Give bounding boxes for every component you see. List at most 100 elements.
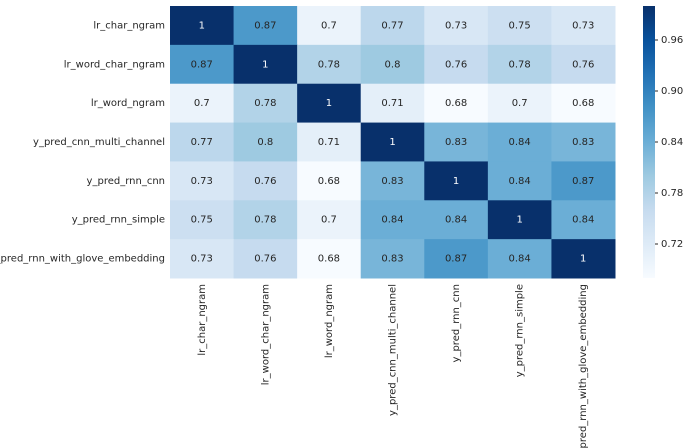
heatmap-cell — [551, 122, 616, 162]
cell-label: 0.84 — [509, 254, 531, 265]
cell-label: 0.87 — [191, 59, 213, 70]
heatmap-cell — [424, 200, 489, 240]
x-tick-label: y_pred_rnn_cnn — [451, 284, 462, 362]
cell-label: 0.77 — [381, 20, 403, 31]
heatmap-cell — [233, 44, 298, 85]
cell-label: 0.8 — [257, 137, 273, 148]
cell-label: 1 — [580, 254, 586, 265]
heatmap-cell — [424, 122, 489, 162]
heatmap-cell — [233, 6, 298, 46]
x-tick-label: lr_word_char_ngram — [260, 284, 271, 385]
heatmap-cell — [360, 239, 425, 279]
heatmap-cell — [551, 44, 616, 85]
heatmap-cell — [170, 44, 235, 85]
cell-label: 0.76 — [572, 59, 594, 70]
heatmap-cell — [360, 83, 425, 124]
cell-label: 0.76 — [445, 59, 467, 70]
heatmap-cell — [297, 239, 362, 279]
heatmap-cell — [487, 200, 552, 240]
cell-label: 0.73 — [445, 20, 467, 31]
colorbar — [643, 6, 655, 278]
y-tick-label: lr_char_ngram — [93, 20, 165, 31]
heatmap-cell — [170, 122, 235, 162]
cell-label: 0.7 — [194, 98, 210, 109]
cell-label: 0.83 — [445, 137, 467, 148]
cell-label: 1 — [199, 20, 205, 31]
cell-label: 0.73 — [191, 176, 213, 187]
cell-label: 0.84 — [572, 215, 594, 226]
heatmap-cell — [424, 239, 489, 279]
heatmap-cell — [360, 44, 425, 85]
cell-label: 1 — [389, 137, 395, 148]
colorbar-tick-label: 0.96 — [661, 35, 683, 46]
heatmap-cell — [424, 6, 489, 46]
cell-label: 0.76 — [254, 176, 276, 187]
heatmap-cell — [424, 161, 489, 201]
cell-label: 1 — [262, 59, 268, 70]
colorbar-tick-label: 0.78 — [661, 188, 683, 199]
cell-label: 1 — [516, 215, 522, 226]
heatmap-cell — [297, 161, 362, 201]
heatmap-cell — [360, 200, 425, 240]
cell-label: 1 — [453, 176, 459, 187]
heatmap-cell — [360, 122, 425, 162]
y-tick-label: y_pred_rnn_with_glove_embedding — [0, 254, 165, 265]
heatmap-cell — [233, 161, 298, 201]
cell-label: 1 — [326, 98, 332, 109]
heatmap-cell — [297, 200, 362, 240]
y-tick-label: y_pred_rnn_cnn — [87, 176, 165, 187]
cell-label: 0.77 — [191, 137, 213, 148]
colorbar-tick-label: 0.72 — [661, 239, 683, 250]
cell-label: 0.87 — [445, 254, 467, 265]
heatmap-cell — [360, 6, 425, 46]
heatmap-cell — [551, 200, 616, 240]
cell-label: 0.84 — [445, 215, 467, 226]
heatmap-cell — [360, 161, 425, 201]
cell-label: 0.68 — [572, 98, 594, 109]
heatmap-cell — [297, 122, 362, 162]
cell-label: 0.83 — [381, 176, 403, 187]
cell-label: 0.87 — [572, 176, 594, 187]
cell-label: 0.83 — [572, 137, 594, 148]
heatmap-cell — [170, 83, 235, 124]
y-tick-label: lr_word_ngram — [91, 98, 165, 109]
cell-label: 0.71 — [318, 137, 340, 148]
cell-label: 0.8 — [385, 59, 401, 70]
heatmap-cell — [233, 122, 298, 162]
heatmap-cell — [424, 44, 489, 85]
heatmap-cell — [233, 239, 298, 279]
heatmap-cell — [297, 44, 362, 85]
cell-label: 0.7 — [512, 98, 528, 109]
cell-label: 0.83 — [381, 254, 403, 265]
heatmap-cell — [551, 239, 616, 279]
heatmap-cell — [551, 83, 616, 124]
cell-label: 0.87 — [254, 20, 276, 31]
heatmap-cell — [170, 161, 235, 201]
x-tick-label: y_pred_rnn_with_glove_embedding — [578, 284, 589, 448]
cell-label: 0.75 — [509, 20, 531, 31]
cell-label: 0.73 — [191, 254, 213, 265]
cell-label: 0.84 — [509, 137, 531, 148]
heatmap-cell — [424, 83, 489, 124]
heatmap-cell — [297, 6, 362, 46]
heatmap-cell — [297, 83, 362, 124]
cell-label: 0.68 — [445, 98, 467, 109]
cell-label: 0.78 — [254, 215, 276, 226]
cell-label: 0.84 — [509, 176, 531, 187]
heatmap-cell — [551, 6, 616, 46]
cell-label: 0.78 — [509, 59, 531, 70]
cell-label: 0.75 — [191, 215, 213, 226]
cell-label: 0.78 — [318, 59, 340, 70]
heatmap-cell — [487, 239, 552, 279]
cell-label: 0.71 — [381, 98, 403, 109]
x-tick-label: y_pred_cnn_multi_channel — [388, 284, 399, 416]
y-tick-label: y_pred_cnn_multi_channel — [33, 137, 165, 148]
cell-label: 0.68 — [318, 254, 340, 265]
cell-label: 0.78 — [254, 98, 276, 109]
heatmap-cell — [487, 122, 552, 162]
heatmap-cell — [487, 44, 552, 85]
y-tick-label: lr_word_char_ngram — [64, 59, 165, 70]
cell-label: 0.73 — [572, 20, 594, 31]
cell-label: 0.68 — [318, 176, 340, 187]
x-tick-label: lr_char_ngram — [197, 284, 208, 356]
